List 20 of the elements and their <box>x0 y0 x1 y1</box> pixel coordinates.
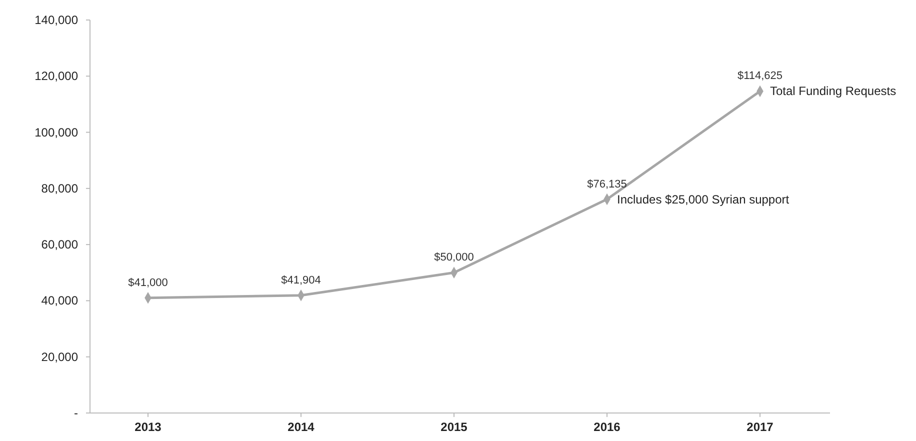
data-label: $41,904 <box>281 274 321 286</box>
data-label: $50,000 <box>434 252 474 264</box>
series-label: Total Funding Requests <box>770 84 896 98</box>
y-tick-label: 20,000 <box>41 350 78 364</box>
x-tick-label: 2013 <box>134 420 162 434</box>
y-tick-label: 60,000 <box>41 238 78 252</box>
y-tick-label: 80,000 <box>41 181 78 196</box>
x-tick-label: 2014 <box>288 420 315 434</box>
x-tick-label: 2017 <box>746 420 774 434</box>
annotation: Includes $25,000 Syrian support <box>617 192 790 206</box>
y-tick-label: 100,000 <box>34 125 78 140</box>
data-label: $41,000 <box>128 276 168 289</box>
y-tick-label: 120,000 <box>34 69 78 84</box>
y-tick-label: 140,000 <box>34 13 78 27</box>
x-tick-label: 2015 <box>440 420 468 434</box>
y-tick-label: 40,000 <box>41 294 78 308</box>
data-label: $76,135 <box>587 178 627 190</box>
x-tick-label: 2016 <box>594 420 621 434</box>
data-label: $114,625 <box>737 70 783 82</box>
y-tick-label: - <box>74 406 78 420</box>
